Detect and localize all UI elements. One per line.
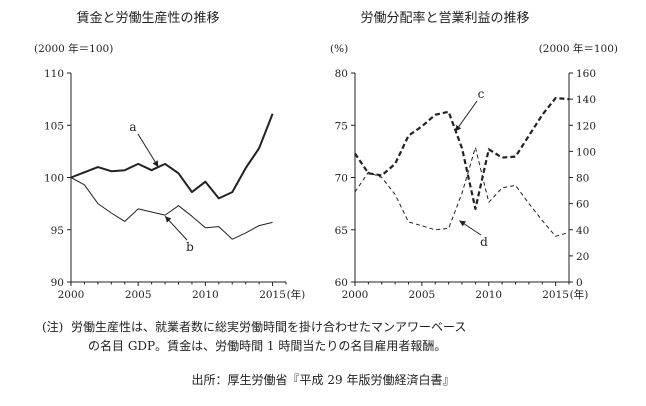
leader-line-a <box>137 133 159 168</box>
source-line: 出所：厚生労働省『平成 29 年版労働経済白書』 <box>0 371 646 390</box>
y-tick-label: 90 <box>51 277 64 289</box>
x-tick-label: 2005 <box>125 289 152 301</box>
y-tick-label: 95 <box>51 225 64 237</box>
x-tick-label: 2015 <box>259 289 286 301</box>
leader-arrow-a <box>152 160 159 168</box>
x-tick-label: 2005 <box>409 289 436 301</box>
y2-tick-label: 60 <box>576 199 589 211</box>
x-axis-unit: (年) <box>287 288 306 301</box>
series-label-b: b <box>186 240 194 254</box>
y2-tick-label: 0 <box>576 277 583 289</box>
series-label-a: a <box>129 120 136 134</box>
y2-tick-label: 40 <box>576 225 589 237</box>
y-tick-label: 110 <box>44 68 64 80</box>
x-axis-unit: (年) <box>570 288 589 301</box>
y-tick-label: 60 <box>335 277 348 289</box>
y-tick-label: 65 <box>335 225 348 237</box>
y-tick-label: 80 <box>335 68 348 80</box>
y2-tick-label: 140 <box>576 94 596 106</box>
note-prefix: (注) <box>42 320 64 334</box>
series-labels: ab <box>129 120 194 254</box>
tick-labels: 2000 2005 2010 2015 (年) 60 65 70 75 80 0 20 40 60 80 10… <box>335 68 596 301</box>
series-line-c <box>354 96 570 210</box>
note-line-2: の名目 GDP。賃金は、労働時間 1 時間当たりの名目雇用者報酬。 <box>88 339 447 353</box>
series-labels: cd <box>454 87 488 249</box>
x-tick-label: 2010 <box>192 289 219 301</box>
wage-productivity-chart: 賃金と労働生産性の推移 (2000 年＝100) 2000 2005 2010 201… <box>34 10 305 301</box>
leader-arrow-d <box>459 220 466 227</box>
note-line-1: 労働生産性は、就業者数に総実労働時間を掛け合わせたマンアワーベース <box>71 320 467 334</box>
series-line-a <box>70 113 274 200</box>
x-tick-label: 2000 <box>58 289 85 301</box>
series-label-d: d <box>480 235 488 249</box>
y2-tick-label: 160 <box>576 68 596 80</box>
axes <box>67 72 287 286</box>
series-lines <box>70 113 274 240</box>
y-tick-label: 70 <box>335 173 348 185</box>
series-line-d <box>354 147 570 237</box>
x-tick-label: 2000 <box>342 289 369 301</box>
axes <box>351 72 573 286</box>
y2-tick-label: 20 <box>576 251 589 263</box>
left-axis-unit: (%) <box>330 43 348 55</box>
y-tick-label: 100 <box>44 173 64 185</box>
y2-tick-label: 120 <box>576 120 596 132</box>
series-line-b <box>70 177 273 240</box>
x-tick-label: 2015 <box>542 289 569 301</box>
leader-arrow-c <box>455 124 462 132</box>
series-lines <box>354 96 570 237</box>
y2-tick-label: 100 <box>576 146 596 158</box>
y-tick-label: 75 <box>335 120 348 132</box>
x-tick-label: 2010 <box>475 289 502 301</box>
y-axis-unit: (2000 年＝100) <box>34 42 113 55</box>
chart-title: 賃金と労働生産性の推移 <box>76 10 219 26</box>
y2-tick-label: 80 <box>576 173 589 185</box>
note-block: (注) 労働生産性は、就業者数に総実労働時間を掛け合わせたマンアワーベース の名… <box>42 318 466 356</box>
leader-arrow-b <box>165 216 172 223</box>
labor-share-profit-chart: 労働分配率と営業利益の推移 (%) (2000 年＝100) 2000 2005 2… <box>330 10 618 301</box>
tick-labels: 2000 2005 2010 2015 (年) 90 95 100 105 110 <box>44 68 305 301</box>
leader-line-c <box>454 100 478 132</box>
source-text: 出所：厚生労働省『平成 29 年版労働経済白書』 <box>191 373 455 387</box>
y-tick-label: 105 <box>44 120 64 132</box>
series-label-c: c <box>478 87 485 101</box>
right-axis-unit: (2000 年＝100) <box>539 42 618 55</box>
chart-title: 労働分配率と営業利益の推移 <box>360 10 529 26</box>
